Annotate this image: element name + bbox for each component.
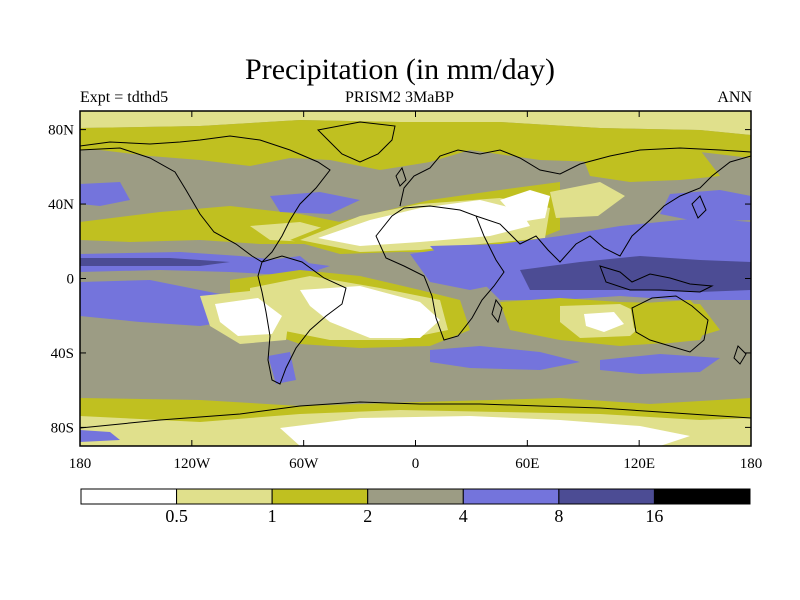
colorbar-swatch: [462, 488, 560, 505]
chart-title: Precipitation (in mm/day): [245, 53, 555, 86]
lon-tick-label: 180: [69, 456, 92, 472]
longitude-axis: 180 120W 60W 0 60E 120E 180: [69, 111, 763, 472]
lon-tick-label: 60W: [289, 456, 319, 472]
colorbar-swatch: [80, 488, 178, 505]
colorbar-label: 0.5: [165, 506, 188, 526]
field-central-asia-yellow: [550, 182, 625, 218]
field-atlantic-gulf-blue: [270, 192, 360, 214]
coast-uk: [395, 166, 407, 187]
coast-new-zealand: [733, 345, 747, 365]
field-southern-ocean-blue-1: [430, 346, 580, 370]
colorbar-swatch: [558, 488, 655, 505]
colorbar-label: 2: [363, 506, 372, 526]
field-southern-ocean-blue-2: [600, 354, 720, 374]
colorbar-swatch: [367, 488, 464, 505]
season-label: ANN: [717, 89, 752, 106]
colorbar-swatch: [271, 488, 369, 505]
coast-japan: [691, 195, 707, 219]
colorbar-label: 8: [554, 506, 563, 526]
experiment-label: Expt = tdthd5: [80, 89, 169, 106]
colorbar-label: 4: [459, 506, 468, 526]
map-plot-area: [80, 111, 751, 446]
field-middle-east-white: [500, 190, 550, 222]
field-northwest-pacific-blue: [80, 182, 130, 206]
coast-madagascar: [491, 298, 503, 324]
field-warm-pool-dark: [520, 256, 751, 292]
coast-maritime: [599, 265, 714, 293]
lon-tick-label: 120E: [623, 456, 655, 472]
lat-tick-label: 40S: [51, 346, 74, 362]
colorbar-label: 16: [645, 506, 663, 526]
field-antarctic-blue-left: [80, 430, 120, 442]
coast-greenland: [316, 121, 396, 163]
coast-north-america: [80, 135, 331, 263]
field-africa-blue: [410, 248, 500, 290]
lat-tick-label: 0: [67, 272, 75, 288]
coast-europe: [399, 147, 751, 207]
field-sahara-white: [318, 200, 530, 246]
field-indian-ocean-white: [584, 312, 624, 332]
coastlines: [80, 121, 751, 429]
lon-tick-label: 0: [412, 456, 420, 472]
latitude-axis: 80N 40N 0 40S 80S: [48, 123, 751, 436]
lat-tick-label: 80N: [48, 123, 74, 139]
colorbar-swatch: [653, 488, 751, 505]
field-pacific-itcz-inner: [80, 258, 230, 266]
colorbar-label: 1: [268, 506, 277, 526]
field-south-atlantic-white: [300, 286, 440, 338]
coast-australia: [631, 295, 709, 353]
field-arctic-yellow: [80, 111, 751, 135]
lon-tick-label: 120W: [173, 456, 211, 472]
lat-tick-label: 40N: [48, 197, 74, 213]
field-patagonia-blue: [268, 352, 296, 384]
scenario-label: PRISM2 3MaBP: [345, 89, 454, 106]
field-siberia-olive: [580, 144, 720, 182]
field-north-pacific-blue: [660, 190, 751, 222]
coast-antarctica: [80, 401, 751, 429]
coast-south-america: [257, 255, 347, 385]
colorbar: 0.5 1 2 4 8 16: [80, 488, 751, 526]
coast-africa: [375, 205, 505, 341]
colorbar-swatch: [176, 488, 273, 505]
field-australia-olive: [630, 300, 710, 344]
lon-tick-label: 180: [740, 456, 763, 472]
field-antarctic-white: [280, 416, 690, 446]
lon-tick-label: 60E: [515, 456, 539, 472]
lat-tick-label: 80S: [51, 420, 74, 436]
coast-asia: [475, 155, 751, 263]
